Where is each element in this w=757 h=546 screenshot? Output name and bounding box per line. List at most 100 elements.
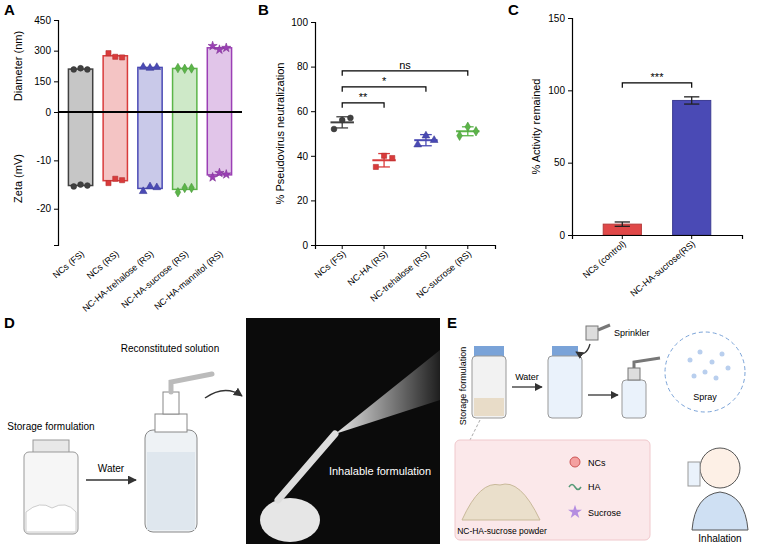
ncs-icon bbox=[570, 457, 580, 467]
schematic-label: HA bbox=[588, 482, 601, 492]
mist-dot bbox=[703, 370, 708, 375]
replicate-point bbox=[414, 140, 422, 147]
tick-mark bbox=[54, 20, 58, 21]
axis-line bbox=[573, 236, 743, 240]
tick: NC-HA-mannitol (RS) bbox=[152, 245, 225, 312]
schematic-label: Sucrose bbox=[588, 508, 621, 518]
tick-mark bbox=[311, 200, 315, 201]
error-bar bbox=[691, 97, 692, 104]
bottle bbox=[548, 356, 582, 418]
replicate-point bbox=[139, 187, 147, 194]
error-cap bbox=[684, 103, 699, 104]
replicate-point bbox=[390, 155, 395, 160]
bar bbox=[207, 48, 231, 112]
sucrose-icon bbox=[568, 505, 582, 518]
mist-dot bbox=[714, 376, 719, 381]
replicate-point bbox=[473, 127, 478, 136]
tick: 40 bbox=[297, 151, 315, 162]
tick: 450 bbox=[34, 15, 58, 26]
replicate-point bbox=[182, 64, 187, 73]
bar bbox=[68, 112, 92, 186]
sprayer bbox=[622, 380, 646, 418]
mist-dot bbox=[710, 360, 715, 365]
tick-label: 50 bbox=[554, 157, 566, 168]
replicate-point bbox=[175, 63, 180, 72]
sprinkler-spout bbox=[598, 325, 610, 330]
error-cap bbox=[684, 96, 699, 97]
schematic-label: NC-HA-sucrose powder bbox=[457, 526, 547, 536]
ha-icon bbox=[569, 485, 581, 490]
replicate-point bbox=[78, 182, 84, 188]
replicate-point bbox=[422, 131, 430, 138]
error-cap bbox=[420, 145, 432, 146]
tick-mark bbox=[311, 156, 315, 157]
replicate-point bbox=[208, 172, 217, 181]
axis-title: Zeta (mV) bbox=[12, 154, 24, 203]
tick: NCs (FS) bbox=[51, 245, 86, 280]
spray-zoom bbox=[665, 332, 745, 412]
tick-mark bbox=[311, 67, 315, 68]
photo-label: Inhalable formulation bbox=[329, 465, 431, 477]
marks bbox=[330, 115, 479, 169]
mist-dot bbox=[720, 352, 725, 357]
significance-label: * bbox=[382, 75, 387, 87]
chart-panel: B020406080100% Pseudovirus neutralizatio… bbox=[258, 1, 496, 304]
tick-label: 0 bbox=[302, 240, 308, 251]
error-bar bbox=[622, 222, 623, 226]
replicate-point bbox=[373, 164, 378, 169]
tick: 100 bbox=[291, 17, 315, 28]
replicate-point bbox=[189, 183, 194, 192]
replicate-point bbox=[382, 153, 387, 158]
chart-panel: C050100150% Activity remainedNCs (contro… bbox=[508, 1, 743, 299]
significance-bracket bbox=[342, 71, 468, 76]
tick: 20 bbox=[297, 195, 315, 206]
replicate-point bbox=[139, 63, 147, 70]
bottle bbox=[145, 430, 197, 532]
tick-label: -10 bbox=[37, 155, 52, 166]
tick-mark bbox=[384, 245, 385, 249]
tick-label: 80 bbox=[297, 61, 309, 72]
y-axis: 020406080100 bbox=[291, 17, 315, 251]
axis-line bbox=[54, 113, 59, 246]
tick: -20 bbox=[37, 203, 58, 214]
mist-dot bbox=[726, 366, 731, 371]
tick-label: NCs (FS) bbox=[51, 249, 86, 281]
marks bbox=[68, 41, 231, 197]
replicate-point bbox=[84, 67, 90, 73]
tick: 80 bbox=[297, 61, 315, 72]
tick: 0 bbox=[302, 240, 315, 251]
replicate-point bbox=[430, 136, 438, 143]
tick-label: NCs (FS) bbox=[313, 249, 348, 281]
replicate-point bbox=[457, 131, 462, 140]
liquid bbox=[147, 452, 195, 530]
replicate-point bbox=[153, 63, 161, 70]
replicate-point bbox=[71, 67, 77, 73]
panel-letter: C bbox=[508, 1, 519, 18]
bottle-spout bbox=[171, 374, 212, 392]
tick-mark bbox=[691, 235, 692, 239]
replicate-point bbox=[106, 51, 111, 56]
x-axis: NCs (control)NC-HA-sucrose(RS) bbox=[573, 235, 743, 299]
axis-title: % Pseudovirus neutralization bbox=[274, 63, 286, 205]
axis-title: % Activity remained bbox=[530, 79, 542, 175]
replicate-point bbox=[84, 183, 90, 189]
replicate-point bbox=[106, 181, 111, 186]
arrow bbox=[576, 344, 590, 354]
spray-mist bbox=[335, 350, 440, 434]
significance-bracket bbox=[342, 87, 426, 92]
vial bbox=[472, 356, 506, 418]
inhaler bbox=[688, 462, 700, 486]
tick-label: -20 bbox=[37, 203, 52, 214]
panel-letter: E bbox=[447, 314, 457, 331]
replicate-point bbox=[113, 54, 118, 59]
powder bbox=[474, 398, 504, 416]
zero-line bbox=[58, 111, 242, 113]
tick-label: NC-sucrose (RS) bbox=[414, 249, 473, 301]
vial bbox=[24, 452, 78, 534]
tick-mark bbox=[568, 235, 572, 236]
tick-mark bbox=[54, 51, 58, 52]
tick: 100 bbox=[548, 85, 572, 96]
bar bbox=[673, 100, 711, 235]
axis-title: Diameter (nm) bbox=[12, 31, 24, 101]
tick: NC-HA-trehalose (RS) bbox=[80, 245, 155, 314]
